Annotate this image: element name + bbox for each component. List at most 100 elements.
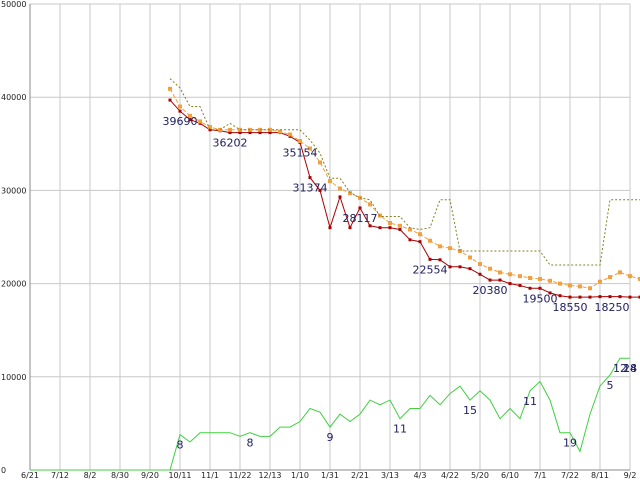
series-point-1 [508, 272, 512, 277]
series-point-0 [378, 226, 382, 230]
x-tick-label: 11/22 [228, 471, 251, 480]
series-point-0 [598, 295, 602, 299]
series-point-1 [308, 146, 312, 151]
y-tick-label: 40000 [1, 93, 26, 102]
series-point-1 [598, 279, 602, 284]
series-point-0 [178, 109, 182, 113]
series-point-1 [638, 276, 640, 281]
series-point-0 [618, 295, 622, 299]
series-point-0 [538, 286, 542, 290]
series-point-0 [228, 131, 232, 135]
series-point-1 [288, 132, 292, 137]
series-point-0 [458, 265, 462, 269]
green-data-label: 8 [247, 437, 254, 450]
series-point-0 [208, 128, 212, 132]
series-point-0 [498, 278, 502, 282]
series-point-1 [578, 284, 582, 289]
series-point-1 [488, 266, 492, 271]
x-tick-label: 2/21 [351, 471, 369, 480]
x-tick-label: 8/30 [111, 471, 129, 480]
series-point-0 [318, 188, 322, 192]
series-point-1 [498, 270, 502, 275]
grid [29, 3, 631, 471]
series-point-1 [388, 221, 392, 226]
series-point-0 [568, 295, 572, 299]
x-tick-label: 9/2 [624, 471, 637, 480]
series-point-0 [248, 131, 252, 135]
x-tick-label: 6/10 [501, 471, 519, 480]
series-point-0 [578, 295, 582, 299]
series-point-0 [308, 176, 312, 180]
green-data-label: 9 [327, 431, 334, 444]
series-point-0 [468, 267, 472, 271]
series-point-1 [558, 281, 562, 286]
green-data-label: 19 [563, 437, 577, 450]
series-point-1 [348, 191, 352, 196]
green-data-label: 8 [177, 439, 184, 452]
red-data-label: 39690 [163, 115, 198, 128]
y-tick-label: 30000 [1, 186, 26, 195]
series-point-1 [608, 275, 612, 280]
green-data-label: 24 [623, 362, 637, 375]
series-point-0 [168, 98, 172, 102]
red-data-label: 19500 [523, 292, 558, 305]
series-point-1 [418, 232, 422, 237]
series-point-0 [328, 226, 332, 230]
series-point-1 [438, 244, 442, 249]
series-point-1 [188, 113, 192, 118]
series-point-0 [388, 226, 392, 230]
series-point-0 [238, 131, 242, 135]
green-data-label: 15 [463, 404, 477, 417]
x-tick-label: 7/1 [534, 471, 547, 480]
y-tick-label: 50000 [1, 0, 26, 9]
series-point-1 [278, 129, 282, 134]
series-point-1 [298, 139, 302, 144]
series-point-1 [628, 274, 632, 279]
series-line-3 [30, 357, 630, 471]
series-point-1 [568, 283, 572, 288]
series-point-1 [518, 274, 522, 279]
series-point-0 [368, 224, 372, 228]
series-point-1 [368, 202, 372, 207]
series-point-1 [448, 246, 452, 251]
series-point-0 [548, 291, 552, 295]
series-point-1 [178, 104, 182, 109]
series-point-1 [538, 276, 542, 281]
red-data-label: 22554 [413, 263, 448, 276]
y-tick-label: 10000 [1, 373, 26, 382]
series-point-0 [508, 282, 512, 286]
series-point-1 [208, 125, 212, 130]
series-point-0 [348, 226, 352, 230]
series-line-2 [169, 78, 640, 266]
x-tick-label: 6/21 [21, 471, 39, 480]
x-tick-label: 1/10 [291, 471, 309, 480]
x-tick-label: 7/22 [561, 471, 579, 480]
data-labels: 39690 36202 35154 31374 28117 22554 20380 19500… [163, 115, 638, 451]
y-tick-label: 20000 [1, 280, 26, 289]
green-data-label: 12 [613, 362, 627, 375]
x-tick-label: 8/11 [591, 471, 609, 480]
series-point-0 [588, 295, 592, 299]
red-data-label: 20380 [473, 284, 508, 297]
series-point-1 [528, 276, 532, 281]
series-point-0 [398, 228, 402, 232]
green-data-label: 5 [607, 379, 614, 392]
series-point-1 [548, 278, 552, 283]
series-point-0 [358, 206, 362, 210]
series-point-1 [198, 119, 202, 124]
red-data-label: 18250 [595, 301, 630, 314]
series-point-0 [518, 283, 522, 287]
series-point-1 [468, 255, 472, 260]
series-point-1 [258, 127, 262, 132]
x-tick-label: 1/31 [321, 471, 339, 480]
series-point-1 [238, 127, 242, 132]
x-tick-label: 10/11 [168, 471, 191, 480]
series-point-0 [188, 118, 192, 122]
red-data-label: 28117 [343, 212, 378, 225]
series-point-1 [618, 270, 622, 275]
x-tick-label: 3/13 [381, 471, 399, 480]
series-point-0 [488, 278, 492, 282]
x-tick-label: 4/3 [414, 471, 427, 480]
